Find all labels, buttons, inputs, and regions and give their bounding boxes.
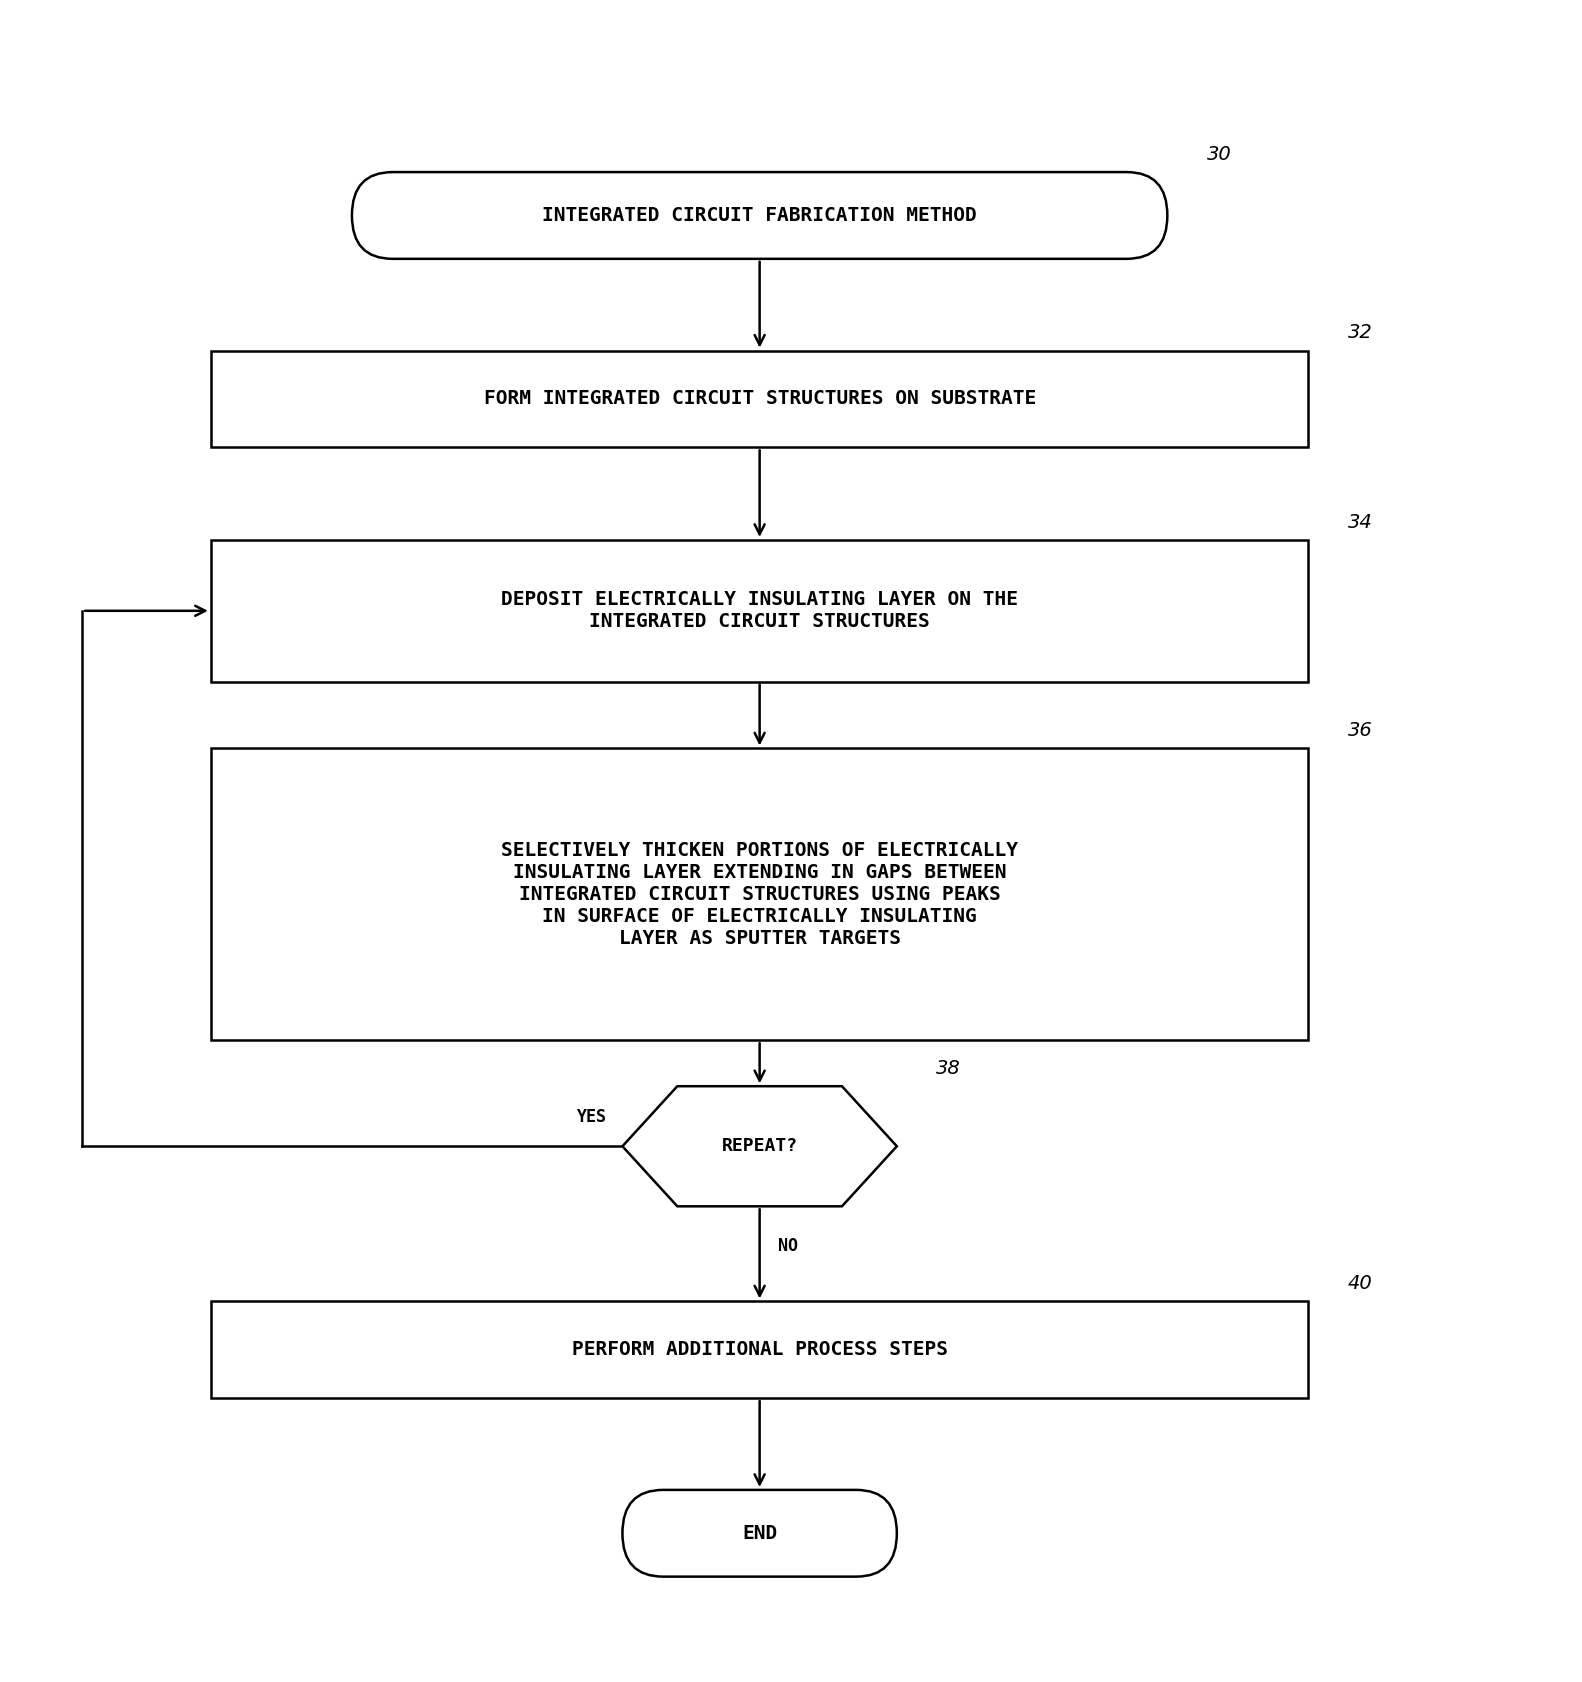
Text: 30: 30	[1207, 145, 1231, 163]
Text: FORM INTEGRATED CIRCUIT STRUCTURES ON SUBSTRATE: FORM INTEGRATED CIRCUIT STRUCTURES ON SU…	[484, 390, 1036, 409]
Text: 36: 36	[1348, 722, 1373, 740]
Polygon shape	[622, 1087, 897, 1206]
FancyBboxPatch shape	[210, 748, 1308, 1041]
Text: REPEAT?: REPEAT?	[721, 1137, 797, 1156]
Text: 40: 40	[1348, 1273, 1373, 1293]
Text: DEPOSIT ELECTRICALLY INSULATING LAYER ON THE
INTEGRATED CIRCUIT STRUCTURES: DEPOSIT ELECTRICALLY INSULATING LAYER ON…	[501, 590, 1019, 631]
Text: PERFORM ADDITIONAL PROCESS STEPS: PERFORM ADDITIONAL PROCESS STEPS	[571, 1341, 948, 1359]
FancyBboxPatch shape	[351, 172, 1168, 259]
FancyBboxPatch shape	[210, 1302, 1308, 1398]
FancyBboxPatch shape	[210, 350, 1308, 447]
Text: NO: NO	[778, 1236, 799, 1255]
FancyBboxPatch shape	[622, 1490, 897, 1576]
Text: 34: 34	[1348, 513, 1373, 532]
Text: END: END	[742, 1524, 777, 1542]
Text: 32: 32	[1348, 323, 1373, 341]
Text: SELECTIVELY THICKEN PORTIONS OF ELECTRICALLY
INSULATING LAYER EXTENDING IN GAPS : SELECTIVELY THICKEN PORTIONS OF ELECTRIC…	[501, 841, 1019, 949]
Text: 38: 38	[937, 1060, 960, 1078]
Text: INTEGRATED CIRCUIT FABRICATION METHOD: INTEGRATED CIRCUIT FABRICATION METHOD	[543, 205, 978, 225]
Text: YES: YES	[577, 1108, 607, 1127]
FancyBboxPatch shape	[210, 540, 1308, 681]
